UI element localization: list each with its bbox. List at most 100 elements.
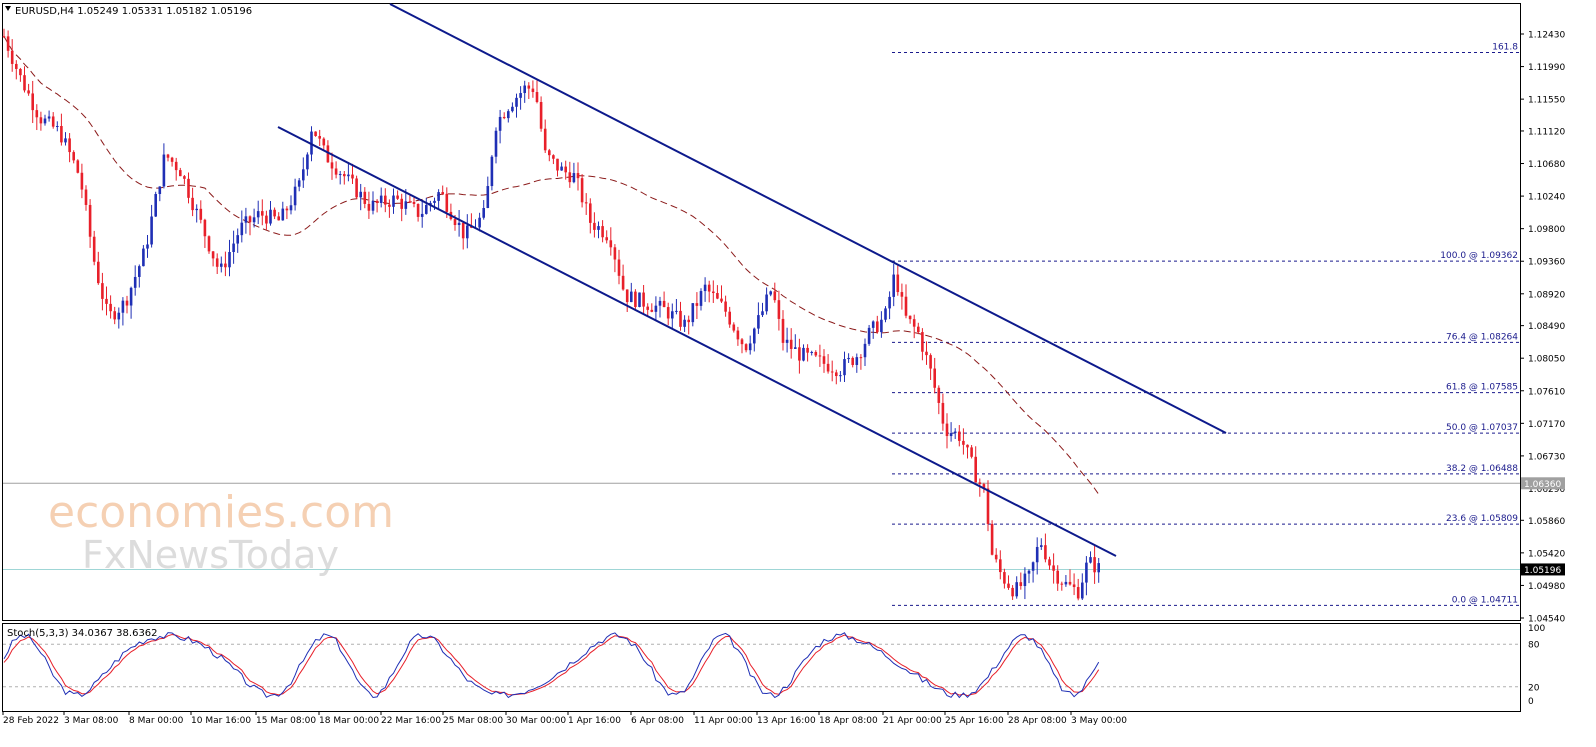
- candle-body: [994, 554, 998, 560]
- candle-body: [1019, 582, 1023, 587]
- time-tick-label: 25 Apr 16:00: [945, 716, 1004, 726]
- candle-body: [400, 198, 403, 209]
- candle-body: [818, 355, 822, 357]
- candle-body: [568, 172, 572, 183]
- stochastic: 100 80 20 0: [3, 624, 1545, 707]
- candle-body: [785, 339, 789, 343]
- fib-level-label: 38.2 @ 1.06488: [1446, 464, 1518, 474]
- candle-body: [753, 328, 756, 344]
- stoch-tick-label: 80: [1528, 641, 1540, 651]
- candle-body: [728, 311, 731, 325]
- candle-body: [80, 172, 84, 190]
- candle-body: [498, 116, 502, 131]
- candle-body: [748, 343, 752, 351]
- candle-body: [371, 200, 375, 211]
- candle-body: [531, 88, 535, 93]
- candle-body: [330, 162, 334, 169]
- candle-body: [564, 166, 567, 173]
- candle-body: [765, 294, 768, 312]
- candle-body: [589, 203, 592, 223]
- candle-body: [867, 327, 871, 344]
- candle-body: [183, 176, 186, 179]
- candle-body: [97, 261, 100, 284]
- candle-body: [671, 311, 674, 319]
- candle-body: [761, 311, 764, 316]
- candle-body: [986, 488, 990, 524]
- candle-body: [416, 203, 420, 217]
- candle-body: [781, 318, 785, 343]
- candle-body: [314, 131, 317, 136]
- candle-body: [486, 186, 490, 208]
- fib-level-label: 23.6 @ 1.05809: [1446, 514, 1518, 524]
- candle-body: [732, 324, 736, 331]
- candle-body: [900, 292, 904, 297]
- candle-body: [224, 263, 227, 268]
- fib-level-label: 0.0 @ 1.04711: [1452, 595, 1518, 605]
- fibonacci-levels: 161.8 100.0 @ 1.09362 76.4 @ 1.08264 61.8 @…: [892, 43, 1520, 606]
- candle-body: [265, 215, 268, 224]
- candle-body: [244, 216, 248, 223]
- candle-body: [453, 219, 457, 226]
- candle-body: [597, 226, 600, 230]
- candle-body: [978, 482, 982, 485]
- candle-body: [912, 319, 916, 327]
- candle-body: [125, 300, 129, 306]
- candle-body: [129, 287, 133, 306]
- candle-body: [720, 298, 723, 302]
- candle-body: [84, 189, 88, 205]
- candle-body: [736, 330, 740, 340]
- candle-body: [974, 456, 977, 483]
- candle-body: [859, 357, 863, 359]
- candle-body: [810, 352, 813, 354]
- candle-body: [1056, 570, 1059, 584]
- candle-body: [220, 263, 223, 267]
- candle-body: [35, 110, 39, 118]
- candle-body: [892, 274, 895, 297]
- candle-body: [23, 75, 26, 91]
- time-tick-label: 22 Mar 16:00: [381, 716, 441, 726]
- candle-body: [404, 201, 408, 209]
- stoch-header: Stoch(5,3,3) 34.0367 38.6362: [7, 628, 158, 639]
- time-tick-label: 10 Mar 16:00: [191, 716, 251, 726]
- candle-body: [211, 251, 215, 259]
- candle-body: [88, 204, 92, 237]
- price-marker-line: [3, 482, 1520, 570]
- time-tick-label: 13 Apr 16:00: [757, 716, 816, 726]
- candle-body: [482, 207, 485, 218]
- candle-body: [228, 252, 231, 268]
- time-tick-label: 28 Apr 08:00: [1008, 716, 1067, 726]
- candle-body: [658, 300, 662, 306]
- candle-body: [937, 387, 941, 403]
- fib-level-label: 61.8 @ 1.07585: [1446, 383, 1518, 393]
- price-tick-label: 1.11990: [1528, 63, 1565, 73]
- candle-body: [215, 258, 219, 267]
- candle-body: [375, 200, 379, 203]
- candle-body: [695, 303, 699, 306]
- candle-body: [863, 343, 867, 358]
- candle-body: [494, 130, 498, 157]
- candle-body: [576, 173, 580, 179]
- candle-body: [1060, 583, 1064, 585]
- last-price-box: [1521, 563, 1565, 576]
- candle-body: [933, 368, 936, 388]
- candle-body: [1011, 587, 1014, 597]
- price-tick-label: 1.04980: [1528, 582, 1565, 592]
- fib-level-label: 50.0 @ 1.07037: [1446, 423, 1518, 433]
- candle-body: [826, 363, 830, 372]
- candle-body: [847, 357, 850, 360]
- candle-body: [47, 116, 51, 119]
- last-price-text: 1.05196: [1524, 566, 1561, 576]
- candle-body: [511, 106, 514, 112]
- candle-body: [830, 371, 834, 373]
- candle-body: [921, 332, 924, 352]
- price-tick-label: 1.11550: [1528, 96, 1565, 106]
- candle-body: [392, 195, 395, 207]
- candle-body: [355, 178, 358, 198]
- candle-body: [650, 309, 654, 312]
- time-tick-label: 30 Mar 00:00: [506, 716, 566, 726]
- candle-body: [835, 372, 838, 377]
- candle-body: [56, 126, 59, 128]
- candle-body: [1044, 545, 1047, 560]
- price-tick-label: 1.11120: [1528, 127, 1565, 137]
- candle-body: [252, 217, 256, 223]
